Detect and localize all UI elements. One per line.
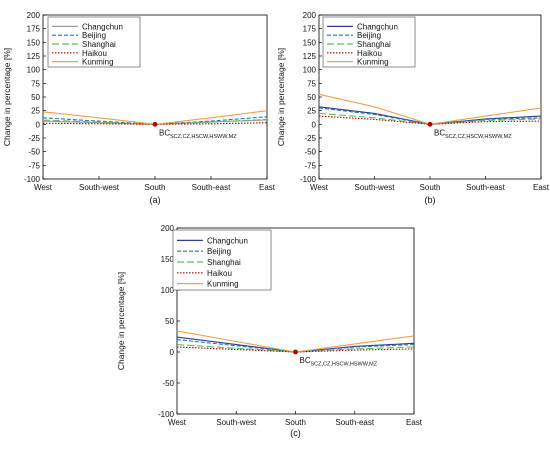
chart-panel-1: -100 -75 -50 -25 0 25 50 75 100 125 150 175 200 West S… bbox=[276, 11, 550, 205]
legend-label: Beijing bbox=[82, 31, 106, 40]
y-axis-label: Change in percentage [%] bbox=[2, 48, 12, 146]
y-tick-label: 100 bbox=[303, 66, 317, 75]
y-tick-label: 0 bbox=[312, 120, 317, 129]
legend-label: Haikou bbox=[82, 49, 107, 58]
legend-label: Beijing bbox=[357, 31, 381, 40]
x-tick-label: East bbox=[533, 183, 550, 192]
x-tick-label: West bbox=[34, 183, 53, 192]
legend-label: Changchun bbox=[207, 236, 248, 245]
y-tick-label: 150 bbox=[303, 38, 317, 47]
legend-label: Shanghai bbox=[207, 258, 241, 267]
origin-marker bbox=[293, 349, 298, 355]
y-tick-label: -50 bbox=[28, 148, 40, 157]
y-tick-label: -75 bbox=[28, 161, 40, 170]
y-axis-label: Change in percentage [%] bbox=[116, 272, 126, 370]
series-line-beijing bbox=[176, 339, 415, 353]
x-tick-label: South-west bbox=[216, 418, 257, 427]
legend-label: Changchun bbox=[357, 22, 398, 31]
legend-label: Shanghai bbox=[357, 40, 391, 49]
annotation-subscript: SCZ,CZ,HSCW,HSWW,MZ bbox=[170, 134, 237, 140]
y-tick-label: 50 bbox=[31, 93, 40, 102]
panel-caption: (b) bbox=[425, 195, 436, 205]
x-tick-label: South-east bbox=[466, 183, 505, 192]
y-axis-label: Change in percentage [%] bbox=[276, 48, 286, 146]
x-tick-label: East bbox=[406, 418, 423, 427]
annotation-label: BC bbox=[159, 128, 170, 137]
y-tick-label: -50 bbox=[304, 148, 316, 157]
legend-label: Shanghai bbox=[82, 40, 116, 49]
y-tick-label: 100 bbox=[27, 66, 41, 75]
y-tick-label: -75 bbox=[304, 161, 316, 170]
y-tick-label: -100 bbox=[300, 175, 317, 184]
legend-label: Haikou bbox=[357, 49, 382, 58]
y-tick-label: 200 bbox=[303, 11, 317, 20]
legend-box bbox=[322, 16, 416, 68]
y-tick-label: 25 bbox=[307, 107, 316, 116]
y-tick-label: 0 bbox=[170, 348, 175, 357]
series-line-haikou bbox=[176, 346, 415, 353]
x-tick-label: West bbox=[168, 418, 187, 427]
legend-box bbox=[47, 16, 141, 68]
chart-panel-2: -100 -50 0 50 100 150 200 West South-west South So… bbox=[116, 224, 423, 438]
y-tick-label: 150 bbox=[27, 38, 41, 47]
origin-marker bbox=[427, 121, 433, 127]
x-tick-label: South-east bbox=[335, 418, 374, 427]
y-tick-label: 50 bbox=[307, 93, 316, 102]
x-tick-label: South-west bbox=[79, 183, 120, 192]
series-line-kunming bbox=[318, 93, 542, 125]
annotation-label: BC bbox=[300, 356, 311, 365]
legend-label: Changchun bbox=[82, 22, 123, 31]
legend-label: Kunming bbox=[357, 58, 389, 67]
y-tick-label: -50 bbox=[162, 379, 174, 388]
y-tick-label: 50 bbox=[165, 317, 174, 326]
y-tick-label: 125 bbox=[303, 52, 317, 61]
x-tick-label: South bbox=[285, 418, 306, 427]
y-tick-label: -25 bbox=[28, 134, 40, 143]
annotation-subscript: SCZ,CZ,HSCW,HSWW,MZ bbox=[445, 134, 512, 140]
annotation-subscript: SCZ,CZ,HSCW,HSWW,MZ bbox=[311, 362, 378, 368]
legend-label: Haikou bbox=[207, 269, 232, 278]
series-line-beijing bbox=[318, 107, 542, 125]
chart-panel-0: -100 -75 -50 -25 0 25 50 75 100 125 150 175 200 West S… bbox=[2, 11, 276, 205]
y-tick-label: -100 bbox=[24, 175, 41, 184]
y-tick-label: -25 bbox=[304, 134, 316, 143]
x-tick-label: South bbox=[420, 183, 441, 192]
y-tick-label: 200 bbox=[161, 224, 175, 233]
y-tick-label: 0 bbox=[36, 120, 41, 129]
y-tick-label: 175 bbox=[303, 25, 317, 34]
y-tick-label: 75 bbox=[307, 79, 316, 88]
x-tick-label: South bbox=[145, 183, 166, 192]
x-tick-label: South-west bbox=[354, 183, 395, 192]
x-tick-label: East bbox=[259, 183, 276, 192]
legend-label: Kunming bbox=[207, 280, 239, 289]
legend-label: Beijing bbox=[207, 247, 231, 256]
x-tick-label: South-east bbox=[192, 183, 231, 192]
annotation-label: BC bbox=[434, 128, 445, 137]
panel-caption: (c) bbox=[290, 428, 301, 438]
legend-label: Kunming bbox=[82, 58, 114, 67]
x-tick-label: West bbox=[310, 183, 329, 192]
y-tick-label: 175 bbox=[27, 25, 41, 34]
y-tick-label: 200 bbox=[27, 11, 41, 20]
y-tick-label: 75 bbox=[31, 79, 40, 88]
series-line-beijing bbox=[42, 116, 268, 125]
panel-caption: (a) bbox=[150, 195, 161, 205]
y-tick-label: 25 bbox=[31, 107, 40, 116]
origin-marker bbox=[152, 121, 158, 127]
y-tick-label: -100 bbox=[158, 410, 175, 419]
y-tick-label: 125 bbox=[27, 52, 41, 61]
y-tick-label: 150 bbox=[161, 255, 175, 264]
y-tick-label: 100 bbox=[161, 286, 175, 295]
